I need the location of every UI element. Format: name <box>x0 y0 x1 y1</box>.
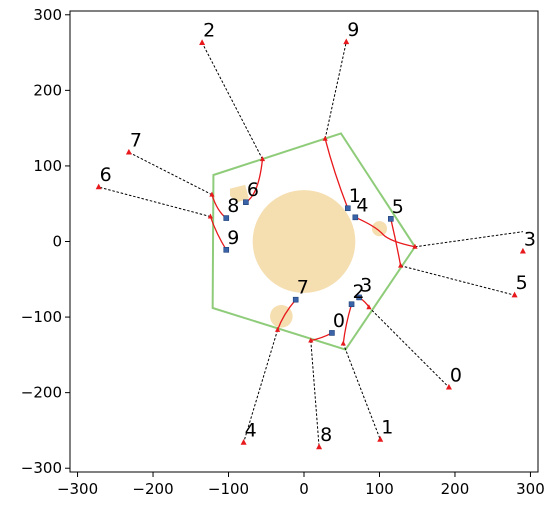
anchor-label: 3 <box>360 274 372 296</box>
cable-path <box>342 304 353 344</box>
junction-marker <box>308 337 314 343</box>
x-tick-label: −200 <box>132 480 173 498</box>
junction-marker <box>259 156 266 162</box>
target-marker <box>316 443 323 450</box>
target-marker <box>240 439 247 445</box>
anchor-label: 6 <box>247 179 259 201</box>
anchor-marker <box>243 199 249 206</box>
junction-marker <box>207 213 213 219</box>
anchor-label: 7 <box>297 277 309 299</box>
x-tick-label: 100 <box>365 480 394 498</box>
dashed-link <box>342 343 381 440</box>
y-tick-label: 100 <box>33 157 62 175</box>
junction-marker <box>209 191 215 197</box>
anchor-marker <box>388 216 394 222</box>
anchor-label: 5 <box>392 196 404 218</box>
target-marker <box>343 38 350 45</box>
y-tick-label: −200 <box>21 384 62 402</box>
target-label: 8 <box>320 424 332 446</box>
target-label: 0 <box>450 364 462 386</box>
junction-marker <box>398 262 404 268</box>
anchor-label: 2 <box>353 281 365 303</box>
target-label: 7 <box>130 129 142 151</box>
target-label: 5 <box>516 272 528 294</box>
anchor-marker <box>223 247 230 253</box>
target-marker <box>95 183 102 190</box>
anchor-label: 9 <box>227 227 239 249</box>
target-label: 1 <box>381 417 393 439</box>
anchor-marker <box>348 301 355 308</box>
link-layer <box>98 41 523 448</box>
x-tick-label: −300 <box>57 480 98 498</box>
dashed-link <box>368 306 450 388</box>
junction-marker <box>340 340 346 346</box>
dashed-link <box>324 41 347 139</box>
boundary-polygon <box>211 132 417 351</box>
dashed-link <box>243 329 279 443</box>
target-layer <box>95 38 526 450</box>
anchor-label: 8 <box>227 195 239 217</box>
target-marker <box>445 383 452 390</box>
target-marker <box>377 436 384 442</box>
junction-marker <box>412 243 418 249</box>
target-label: 2 <box>203 20 215 42</box>
x-tick-label: 300 <box>516 480 545 498</box>
dashed-link <box>414 231 523 248</box>
target-label: 4 <box>245 420 257 442</box>
dashed-link <box>400 265 515 296</box>
y-tick-label: −100 <box>21 308 62 326</box>
y-tick-label: −300 <box>21 459 62 477</box>
junction-marker <box>322 135 328 141</box>
target-marker <box>125 148 132 155</box>
anchor-marker <box>292 296 299 303</box>
boundary-layer <box>211 132 417 351</box>
anchor-label: 0 <box>333 310 345 332</box>
target-marker <box>511 291 518 298</box>
anchor-marker <box>329 330 335 336</box>
target-marker <box>519 247 526 254</box>
target-label: 6 <box>100 164 112 186</box>
dashed-link <box>128 151 213 196</box>
anchor-label: 4 <box>356 194 368 216</box>
x-tick-label: 200 <box>441 480 470 498</box>
obstacle-circle <box>252 190 356 293</box>
cable-path <box>324 138 349 209</box>
dashed-link <box>310 340 320 448</box>
anchor-marker <box>352 214 359 221</box>
dashed-link <box>201 42 263 160</box>
y-tick-label: 0 <box>52 233 62 251</box>
cable-path <box>390 218 402 266</box>
anchor-marker <box>356 294 362 301</box>
cable-path <box>310 332 333 342</box>
cable-path <box>355 216 416 248</box>
target-label: 3 <box>524 228 536 250</box>
x-tick-label: 0 <box>299 480 309 498</box>
y-tick-label: 300 <box>33 6 62 24</box>
anchor-marker <box>223 215 230 221</box>
y-tick-label: 200 <box>33 81 62 99</box>
x-tick-label: −100 <box>208 480 249 498</box>
junction-marker <box>274 326 281 332</box>
obstacle-polygon <box>230 184 249 203</box>
junction-marker <box>366 304 372 310</box>
anchor-marker <box>344 205 351 212</box>
target-marker <box>199 39 206 45</box>
dashed-link <box>98 186 211 218</box>
target-label: 9 <box>347 19 359 41</box>
anchor-label: 1 <box>349 185 361 207</box>
obstacle-circle <box>371 221 388 237</box>
obstacle-layer <box>230 184 388 328</box>
anchor-layer <box>223 199 394 336</box>
axes-layer: −300 −200 −100 0 100 200 3003002001000−100−200… <box>21 6 545 498</box>
